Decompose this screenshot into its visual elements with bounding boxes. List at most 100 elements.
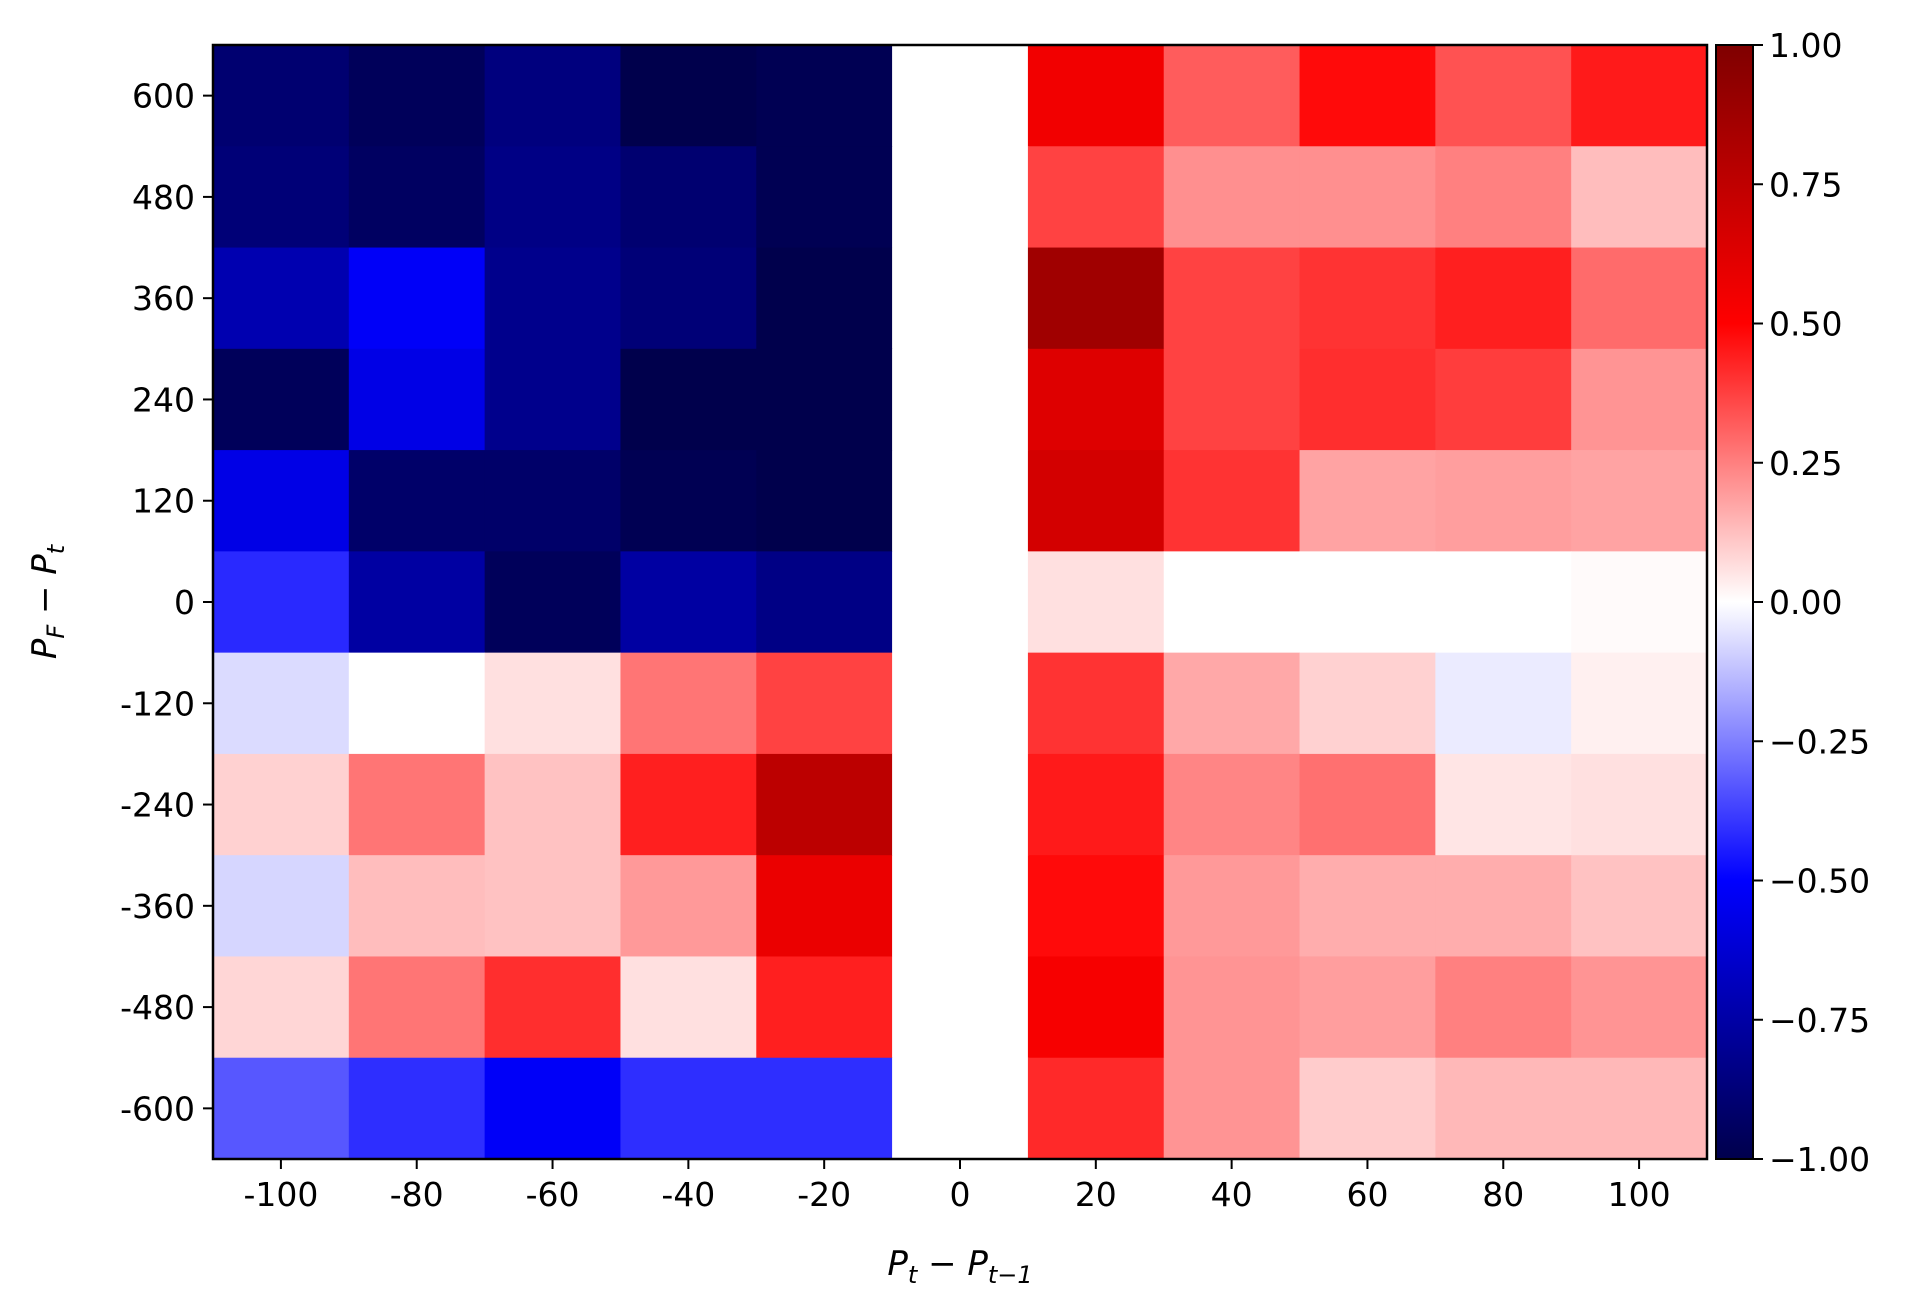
y-tick-label: -240 xyxy=(120,786,195,825)
heatmap-cell xyxy=(892,753,1029,856)
heatmap-cell xyxy=(484,45,621,147)
heatmap-cell xyxy=(756,1057,893,1160)
heatmap-cell xyxy=(348,855,486,957)
colorbar-tick-label: 0.00 xyxy=(1769,583,1842,622)
heatmap-cell xyxy=(1571,450,1708,552)
heatmap-cell xyxy=(620,45,757,147)
heatmap-cell xyxy=(348,551,486,654)
heatmap-cell xyxy=(1435,1057,1572,1160)
heatmap-cell xyxy=(1299,1057,1436,1160)
heatmap-cell xyxy=(756,450,893,552)
y-tick-label: -600 xyxy=(120,1089,195,1128)
heatmap-cell xyxy=(1299,551,1436,654)
colorbar-tick-label: 0.50 xyxy=(1769,305,1842,344)
heatmap-cell xyxy=(1163,956,1301,1059)
x-tick-label: 80 xyxy=(1482,1175,1524,1214)
heatmap-cell xyxy=(213,956,350,1059)
heatmap-cell xyxy=(348,247,486,350)
heatmap-cell xyxy=(1163,146,1301,249)
x-axis: -100 -80 -60 -40 -20 0 20 40 60 80 100 xyxy=(243,1159,1671,1214)
heatmap-cell xyxy=(620,551,757,654)
heatmap-cell xyxy=(1163,551,1301,654)
heatmap-cell xyxy=(756,855,893,957)
heatmap-cell xyxy=(620,652,757,755)
y-tick-label: 120 xyxy=(132,482,195,521)
heatmap-cell xyxy=(1299,45,1436,147)
heatmap-cell xyxy=(620,1057,757,1160)
heatmap-cell xyxy=(756,652,893,755)
heatmap-cell xyxy=(484,450,621,552)
heatmap-cell xyxy=(213,1057,350,1160)
colorbar-ticks: 1.00 0.75 0.50 0.25 0.00 −0.25 −0.50 −0.75 −1.00 xyxy=(1753,26,1870,1179)
heatmap-cell xyxy=(1027,247,1165,350)
heatmap-cell xyxy=(1299,146,1436,249)
heatmap-cell xyxy=(1435,551,1572,654)
y-tick-label: 0 xyxy=(174,583,195,622)
heatmap-cell xyxy=(756,348,893,451)
heatmap-cell xyxy=(1163,855,1301,957)
heatmap-cell xyxy=(1299,348,1436,451)
heatmap-cell xyxy=(1027,753,1165,856)
heatmap-cell xyxy=(1571,551,1708,654)
y-axis-title: PF − Pt xyxy=(25,543,70,659)
y-axis: 600 480 360 240 120 0 -120 -240 -360 -480 -600 xyxy=(120,77,213,1128)
heatmap-cell xyxy=(1299,855,1436,957)
x-tick-label: 100 xyxy=(1608,1175,1671,1214)
colorbar-tick-label: 0.75 xyxy=(1769,165,1842,204)
heatmap-cell xyxy=(1299,956,1436,1059)
heatmap-cell xyxy=(213,855,350,957)
colorbar-tick-label: 1.00 xyxy=(1769,26,1842,65)
heatmap-cell xyxy=(756,45,893,147)
x-tick-label: -80 xyxy=(390,1175,444,1214)
colorbar xyxy=(1715,44,1754,1160)
heatmap-cell xyxy=(348,146,486,249)
heatmap-cell xyxy=(484,247,621,350)
heatmap-cell xyxy=(892,652,1029,755)
heatmap-cell xyxy=(1027,956,1165,1059)
heatmap-cell xyxy=(1435,450,1572,552)
heatmap-cell xyxy=(348,1057,486,1160)
y-tick-label: 360 xyxy=(132,279,195,318)
heatmap-cell xyxy=(484,956,621,1059)
heatmap-cell xyxy=(620,450,757,552)
heatmap-cell xyxy=(620,855,757,957)
heatmap-cell xyxy=(1435,855,1572,957)
heatmap-cell xyxy=(484,753,621,856)
heatmap-cell xyxy=(1163,348,1301,451)
heatmap-cell xyxy=(892,855,1029,957)
heatmap-cell xyxy=(213,450,350,552)
heatmap-cell xyxy=(1571,956,1708,1059)
heatmap-cell xyxy=(348,348,486,451)
x-tick-label: -60 xyxy=(526,1175,580,1214)
heatmap-cell xyxy=(1027,146,1165,249)
colorbar-tick-label: −1.00 xyxy=(1769,1140,1870,1179)
heatmap-cell xyxy=(213,753,350,856)
heatmap-cell xyxy=(1435,45,1572,147)
heatmap-cell xyxy=(892,450,1029,552)
heatmap-cell xyxy=(1571,855,1708,957)
heatmap-cell xyxy=(1027,855,1165,957)
heatmap-cell xyxy=(1435,652,1572,755)
heatmap-cell xyxy=(1163,247,1301,350)
heatmap-cell xyxy=(484,146,621,249)
heatmap-cell xyxy=(1027,348,1165,451)
heatmap-cell xyxy=(756,146,893,249)
heatmap-cell xyxy=(1163,450,1301,552)
y-tick-label: -120 xyxy=(120,684,195,723)
heatmap-cell xyxy=(348,45,486,147)
heatmap-cell xyxy=(1163,1057,1301,1160)
heatmap-cell xyxy=(620,247,757,350)
heatmap-cell xyxy=(213,348,350,451)
heatmap-cell xyxy=(1027,1057,1165,1160)
heatmap-cell xyxy=(620,753,757,856)
y-tick-label: 600 xyxy=(132,77,195,116)
heatmap-cell xyxy=(892,348,1029,451)
heatmap-cell xyxy=(484,855,621,957)
x-tick-label: -100 xyxy=(243,1175,318,1214)
x-tick-label: -20 xyxy=(797,1175,851,1214)
x-tick-label: 60 xyxy=(1346,1175,1388,1214)
heatmap-cell xyxy=(1163,45,1301,147)
heatmap-cell xyxy=(1571,247,1708,350)
colorbar-tick-label: −0.75 xyxy=(1769,1001,1870,1040)
